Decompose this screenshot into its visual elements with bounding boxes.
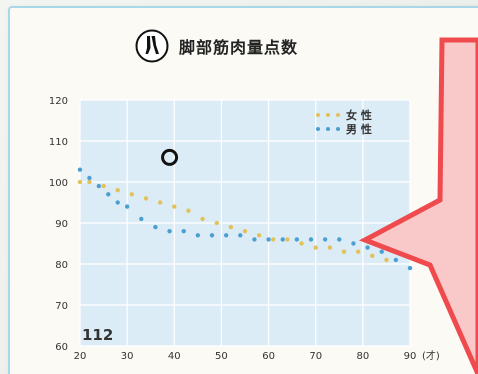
- data-point: [252, 237, 257, 242]
- data-point: [200, 216, 205, 222]
- y-tick-label: 80: [55, 260, 68, 271]
- x-tick-label: 40: [168, 351, 181, 362]
- legend-dot: [316, 113, 320, 117]
- x-unit-label: (才): [422, 349, 440, 362]
- legend-label-female: 女 性: [346, 108, 372, 122]
- x-tick-label: 60: [262, 351, 275, 362]
- data-point: [77, 179, 83, 185]
- data-point: [294, 237, 300, 242]
- data-point: [153, 224, 158, 230]
- data-point: [143, 196, 149, 201]
- legend-item-male: 男 性: [316, 122, 372, 136]
- data-point: [129, 192, 135, 197]
- data-point: [96, 183, 102, 189]
- data-point: [186, 208, 191, 213]
- data-point: [299, 241, 304, 246]
- data-point: [124, 204, 130, 209]
- legend-dot: [316, 127, 320, 131]
- data-point: [256, 233, 262, 238]
- chart-title: 脚部筋肉量点数: [179, 38, 299, 57]
- data-point: [242, 229, 248, 234]
- data-point: [106, 192, 111, 197]
- data-point: [115, 188, 120, 193]
- data-point: [341, 249, 347, 254]
- data-point: [101, 183, 106, 189]
- data-point: [351, 241, 356, 246]
- x-tick-label: 80: [356, 351, 369, 362]
- legend-dot: [336, 113, 340, 117]
- legend-dot: [336, 127, 340, 131]
- data-point: [167, 229, 172, 234]
- data-point: [365, 245, 370, 250]
- data-point: [87, 179, 92, 185]
- y-tick-label: 60: [55, 342, 68, 353]
- data-point: [181, 229, 186, 234]
- data-point: [322, 237, 328, 242]
- data-point: [370, 253, 375, 258]
- data-point: [223, 233, 229, 238]
- data-point: [379, 249, 384, 254]
- data-point: [214, 220, 219, 226]
- data-point: [313, 245, 318, 250]
- data-point: [271, 237, 276, 242]
- series-female: [77, 179, 389, 263]
- data-point: [77, 167, 83, 172]
- data-point: [209, 233, 215, 238]
- data-point: [285, 237, 290, 242]
- x-tick-label: 20: [74, 351, 87, 362]
- legend: 女 性 男 性: [316, 108, 372, 136]
- x-tick-label: 90: [404, 351, 417, 362]
- legs-icon: [135, 29, 169, 63]
- data-point: [384, 257, 389, 263]
- y-tick-label: 90: [55, 219, 68, 230]
- legend-dot: [326, 113, 330, 117]
- x-tick-label: 50: [215, 351, 228, 362]
- data-series: [77, 167, 413, 271]
- score-label: 112: [82, 326, 113, 344]
- axes: 60 70 80 90 100 110 120 20 30 40 50 60 70 80 90 (才): [49, 96, 440, 362]
- legend-label-male: 男 性: [346, 122, 372, 136]
- data-point: [355, 249, 361, 254]
- y-tick-label: 110: [49, 137, 68, 148]
- legend-item-female: 女 性: [316, 108, 372, 122]
- data-point: [228, 224, 234, 230]
- x-tick-label: 70: [309, 351, 322, 362]
- grid: [79, 99, 411, 347]
- data-point: [195, 233, 201, 238]
- data-point: [172, 204, 177, 209]
- data-point: [280, 237, 285, 242]
- data-point: [266, 237, 271, 242]
- y-tick-label: 70: [55, 301, 68, 312]
- data-point: [407, 265, 413, 271]
- data-point: [393, 257, 399, 263]
- data-point: [139, 216, 144, 222]
- data-point: [157, 200, 163, 205]
- data-point: [308, 237, 314, 242]
- data-point: [238, 233, 243, 238]
- legend-dot: [326, 127, 330, 131]
- series-male: [77, 167, 413, 271]
- circle-marker: [161, 148, 179, 166]
- chart-header: 脚部筋肉量点数: [135, 28, 298, 64]
- data-point: [87, 175, 92, 181]
- y-tick-label: 120: [49, 96, 68, 107]
- data-point: [337, 237, 342, 242]
- data-point: [115, 200, 120, 205]
- callout-starburst: [358, 37, 478, 374]
- x-tick-label: 30: [121, 351, 134, 362]
- y-tick-label: 100: [49, 178, 68, 189]
- data-point: [327, 245, 333, 250]
